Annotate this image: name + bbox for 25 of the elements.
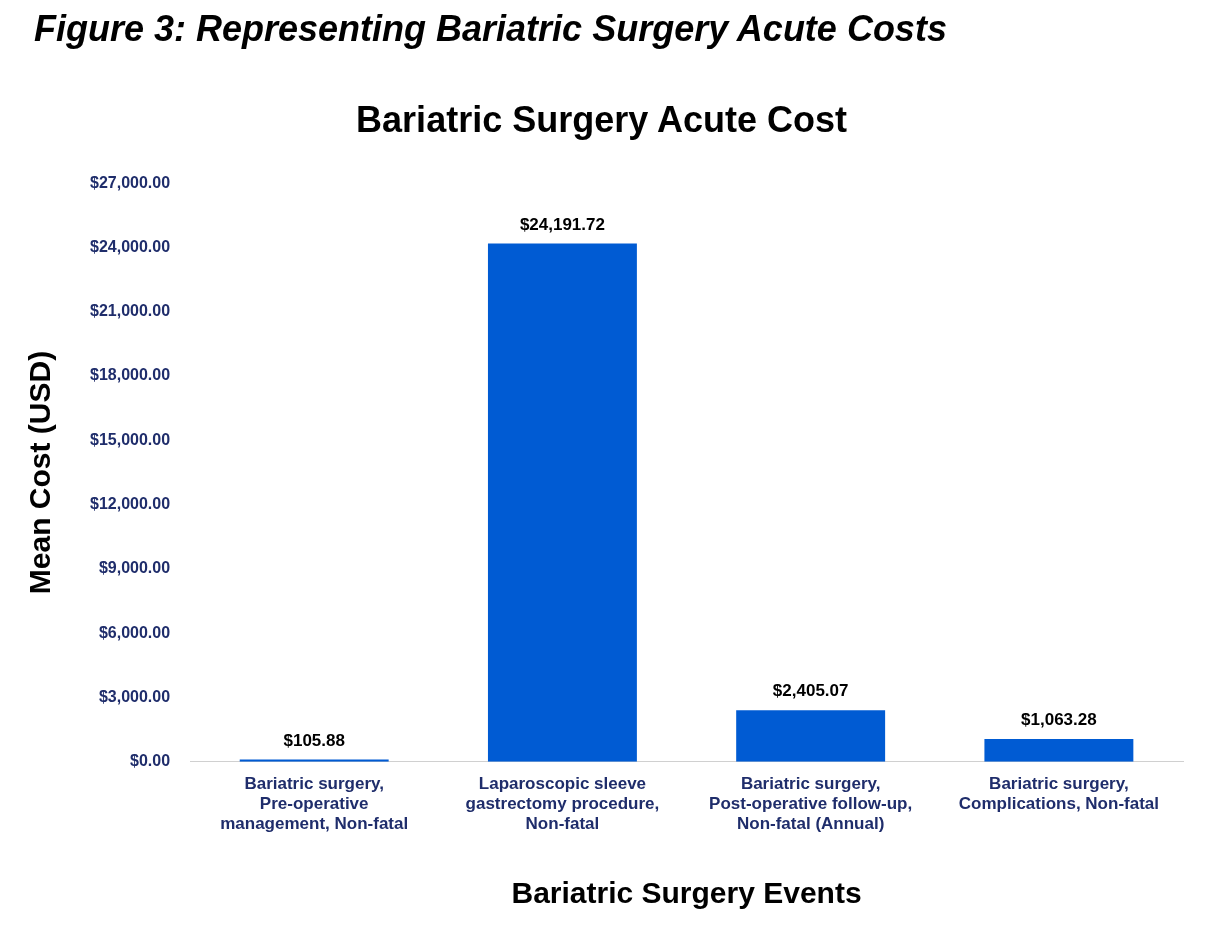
x-axis-title: Bariatric Surgery Events — [511, 876, 862, 910]
y-tick-label: $12,000.00 — [90, 495, 171, 513]
chart-title: Figure 3: Representing Bariatric Surgery Acute Costs — [34, 8, 947, 50]
chart-subtitle: Bariatric Surgery Acute Cost — [356, 98, 847, 140]
y-tick-label: $24,000.00 — [90, 237, 171, 255]
bar — [736, 710, 886, 762]
y-tick-label: $15,000.00 — [90, 430, 171, 448]
data-label: $105.88 — [283, 730, 345, 750]
x-tick-label: Bariatric surgery, Pre-operative management, Non-fatal — [220, 773, 409, 834]
y-tick-label: $9,000.00 — [98, 559, 171, 577]
bar — [984, 739, 1134, 762]
x-tick-label: Bariatric surgery, Post-operative follow-up, Non-fatal (Annual) — [709, 773, 913, 834]
y-tick-label: $6,000.00 — [98, 623, 171, 641]
y-tick-label: $27,000.00 — [90, 173, 171, 191]
y-tick-label: $0.00 — [130, 752, 171, 770]
x-tick-label: Laparoscopic sleeve gastrectomy procedure, Non-fatal — [465, 773, 660, 834]
data-label: $24,191.72 — [519, 214, 605, 234]
y-tick-label: $18,000.00 — [90, 366, 171, 384]
bar — [487, 243, 637, 762]
y-tick-label: $21,000.00 — [90, 302, 171, 320]
x-tick-label: Bariatric surgery, Complications, Non-fatal — [958, 773, 1159, 814]
data-label: $1,063.28 — [1021, 710, 1097, 730]
data-label: $2,405.07 — [772, 681, 849, 701]
y-axis-title: Mean Cost (USD) — [23, 350, 57, 595]
y-tick-label: $3,000.00 — [98, 687, 171, 705]
